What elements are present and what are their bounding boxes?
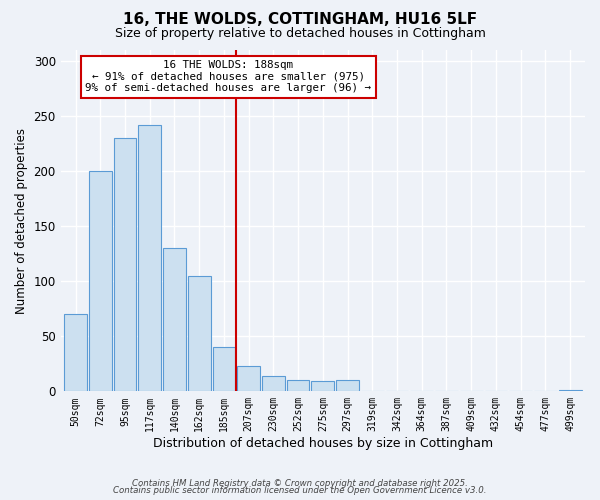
Bar [262, 376, 285, 392]
Bar [237, 366, 260, 392]
Bar [64, 314, 87, 392]
Bar [139, 125, 161, 392]
Bar [336, 380, 359, 392]
Bar [212, 348, 235, 392]
Text: Contains HM Land Registry data © Crown copyright and database right 2025.: Contains HM Land Registry data © Crown c… [132, 478, 468, 488]
X-axis label: Distribution of detached houses by size in Cottingham: Distribution of detached houses by size … [153, 437, 493, 450]
Bar [287, 380, 310, 392]
Text: 16, THE WOLDS, COTTINGHAM, HU16 5LF: 16, THE WOLDS, COTTINGHAM, HU16 5LF [123, 12, 477, 28]
Text: Contains public sector information licensed under the Open Government Licence v3: Contains public sector information licen… [113, 486, 487, 495]
Bar [89, 171, 112, 392]
Bar [188, 276, 211, 392]
Text: Size of property relative to detached houses in Cottingham: Size of property relative to detached ho… [115, 28, 485, 40]
Text: 16 THE WOLDS: 188sqm
← 91% of detached houses are smaller (975)
9% of semi-detac: 16 THE WOLDS: 188sqm ← 91% of detached h… [85, 60, 371, 94]
Bar [113, 138, 136, 392]
Bar [311, 382, 334, 392]
Y-axis label: Number of detached properties: Number of detached properties [15, 128, 28, 314]
Bar [559, 390, 581, 392]
Bar [163, 248, 186, 392]
